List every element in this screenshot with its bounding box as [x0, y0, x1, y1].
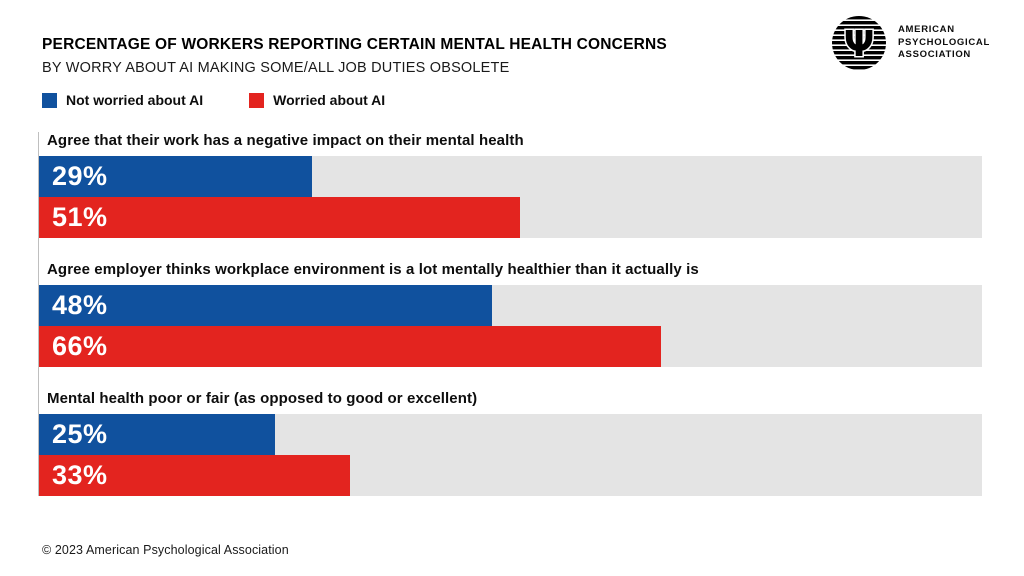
bar-track: 29% — [39, 156, 982, 197]
apa-logo-text-line: PSYCHOLOGICAL — [898, 36, 990, 48]
bar-chart: Agree that their work has a negative imp… — [38, 132, 982, 496]
chart-group: Agree employer thinks workplace environm… — [39, 261, 982, 367]
chart-group: Mental health poor or fair (as opposed t… — [39, 390, 982, 496]
chart-group: Agree that their work has a negative imp… — [39, 132, 982, 238]
footer-copyright: © 2023 American Psychological Associatio… — [42, 543, 289, 557]
bar-track: 25% — [39, 414, 982, 455]
legend-swatch-blue — [42, 92, 57, 108]
bar-value-label: 51% — [52, 202, 108, 232]
legend-item-worried: Worried about AI — [249, 92, 385, 108]
bar-value-label: 66% — [52, 331, 108, 361]
bar-worried: 33% — [39, 455, 351, 496]
group-label: Mental health poor or fair (as opposed t… — [47, 390, 478, 407]
apa-psi-circle-icon: Ψ — [832, 16, 886, 70]
bar-not-worried: 48% — [39, 285, 492, 326]
bar-value-label: 48% — [52, 290, 108, 320]
legend-item-not-worried: Not worried about AI — [42, 92, 203, 108]
bar-track: 33% — [39, 455, 982, 496]
page-title: PERCENTAGE OF WORKERS REPORTING CERTAIN … — [42, 36, 667, 53]
bar-value-label: 29% — [52, 161, 108, 191]
legend: Not worried about AI Worried about AI — [42, 92, 385, 108]
apa-logo-text-line: ASSOCIATION — [898, 49, 971, 61]
bar-track: 48% — [39, 285, 982, 326]
bar-value-label: 33% — [52, 460, 108, 490]
apa-logo-text: AMERICAN PSYCHOLOGICAL ASSOCIATION — [898, 24, 990, 62]
bar-worried: 66% — [39, 326, 662, 367]
page-subtitle: BY WORRY ABOUT AI MAKING SOME/ALL JOB DU… — [42, 60, 510, 76]
bar-track: 66% — [39, 326, 982, 367]
group-label: Agree employer thinks workplace environm… — [47, 261, 699, 278]
bar-value-label: 25% — [52, 419, 108, 449]
bar-track: 51% — [39, 197, 982, 238]
title-block: PERCENTAGE OF WORKERS REPORTING CERTAIN … — [42, 36, 762, 76]
bar-not-worried: 29% — [39, 156, 313, 197]
bar-not-worried: 25% — [39, 414, 275, 455]
apa-logo: Ψ AMERICAN PSYCHOLOGICAL ASSOCIATION — [830, 14, 990, 72]
legend-swatch-red — [249, 92, 265, 108]
group-label: Agree that their work has a negative imp… — [47, 132, 524, 149]
bar-worried: 51% — [39, 197, 520, 238]
apa-logo-text-line: AMERICAN — [898, 24, 955, 36]
legend-label: Not worried about AI — [66, 92, 204, 108]
legend-label: Worried about AI — [273, 92, 386, 108]
psi-symbol: Ψ — [844, 24, 875, 65]
